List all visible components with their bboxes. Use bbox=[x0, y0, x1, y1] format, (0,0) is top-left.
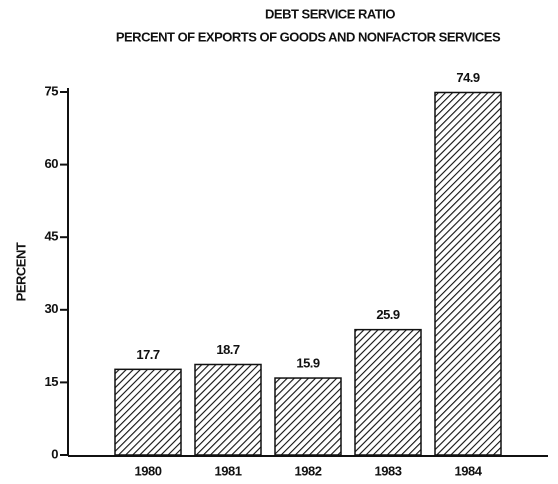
data-label: 25.9 bbox=[376, 307, 400, 322]
y-tick-label: 75 bbox=[45, 83, 59, 98]
bar bbox=[354, 328, 422, 456]
x-tick-label: 1984 bbox=[455, 463, 483, 478]
chart-title: DEBT SERVICE RATIO bbox=[265, 6, 395, 21]
bar bbox=[194, 363, 262, 456]
data-label: 74.9 bbox=[456, 70, 480, 85]
data-label: 18.7 bbox=[216, 342, 240, 357]
x-tick-label: 1982 bbox=[295, 463, 322, 478]
y-tick-label: 60 bbox=[45, 156, 59, 171]
x-tick-label: 1980 bbox=[135, 463, 162, 478]
data-label: 15.9 bbox=[296, 355, 320, 370]
y-tick-label: 30 bbox=[45, 301, 59, 316]
y-tick-label: 0 bbox=[51, 446, 58, 461]
data-label: 17.7 bbox=[136, 347, 160, 362]
x-tick-label: 1983 bbox=[375, 463, 402, 478]
chart-subtitle: PERCENT OF EXPORTS OF GOODS AND NONFACTO… bbox=[116, 29, 501, 44]
bar bbox=[434, 91, 502, 456]
y-axis-label: PERCENT bbox=[13, 242, 28, 301]
y-tick-label: 15 bbox=[45, 374, 59, 389]
bar bbox=[274, 377, 342, 456]
x-tick-label: 1981 bbox=[215, 463, 242, 478]
y-tick-label: 45 bbox=[45, 229, 59, 244]
bar bbox=[114, 368, 182, 456]
